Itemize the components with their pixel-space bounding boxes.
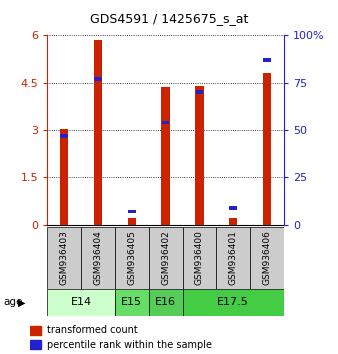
Bar (94, 77, 102, 81)
Text: E15: E15 (121, 297, 142, 308)
Bar (128, 218, 136, 225)
Text: E16: E16 (155, 297, 176, 308)
Text: GSM936402: GSM936402 (161, 230, 170, 285)
Bar (183, 289, 284, 316)
Bar (115, 289, 149, 316)
Bar (162, 121, 169, 124)
Bar (216, 227, 250, 289)
Bar (250, 227, 284, 289)
Bar (195, 86, 204, 225)
Text: GSM936400: GSM936400 (195, 230, 204, 285)
Text: GSM936406: GSM936406 (263, 230, 271, 285)
Bar (149, 289, 183, 316)
Bar (196, 90, 203, 94)
Text: age: age (3, 297, 23, 308)
Bar (60, 129, 68, 225)
Text: E14: E14 (71, 297, 92, 308)
Text: ▶: ▶ (18, 297, 26, 308)
Text: GDS4591 / 1425675_s_at: GDS4591 / 1425675_s_at (90, 12, 248, 25)
Bar (183, 227, 216, 289)
Bar (162, 87, 170, 225)
Bar (30, 326, 41, 335)
Text: transformed count: transformed count (47, 325, 138, 335)
Bar (149, 227, 183, 289)
Bar (263, 58, 271, 62)
Bar (115, 227, 149, 289)
Bar (30, 340, 41, 349)
Bar (229, 218, 238, 225)
Text: GSM936401: GSM936401 (229, 230, 238, 285)
Bar (263, 73, 271, 225)
Text: GSM936405: GSM936405 (127, 230, 136, 285)
Text: GSM936403: GSM936403 (60, 230, 69, 285)
Bar (230, 206, 237, 210)
Bar (61, 134, 68, 138)
Text: percentile rank within the sample: percentile rank within the sample (47, 340, 212, 350)
Bar (47, 227, 81, 289)
Bar (81, 227, 115, 289)
Bar (128, 210, 136, 213)
Bar (47, 289, 115, 316)
Text: GSM936404: GSM936404 (94, 230, 102, 285)
Text: E17.5: E17.5 (217, 297, 249, 308)
Bar (94, 40, 102, 225)
